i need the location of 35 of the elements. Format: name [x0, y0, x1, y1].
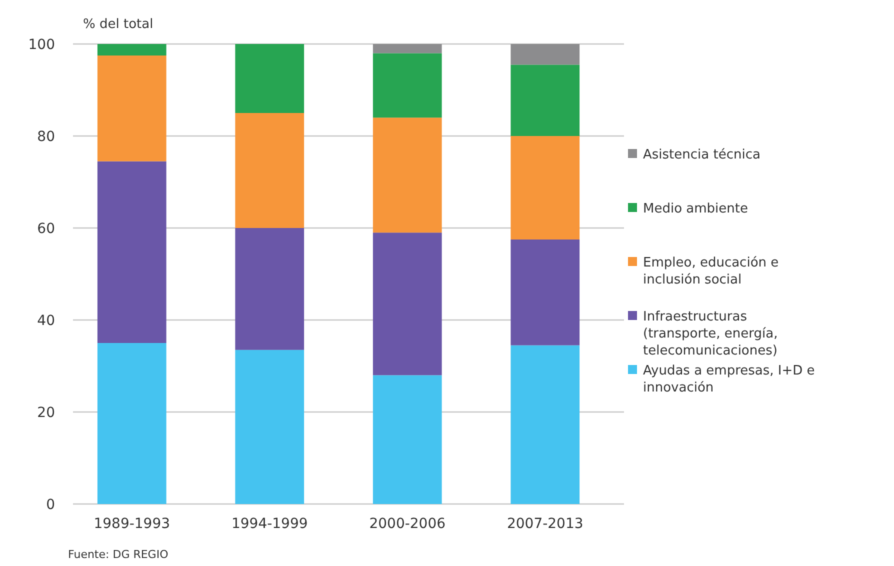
x-tick-label: 1994-1999 [231, 516, 308, 532]
bar [510, 345, 580, 504]
y-axis-title: % del total [83, 17, 154, 32]
bar [97, 44, 166, 56]
bar [510, 240, 580, 346]
bar [97, 56, 166, 162]
legend-label: Infraestructuras (transporte, energía, telecomunicaciones) [643, 310, 778, 358]
y-tick-label: 40 [37, 312, 55, 329]
bar [372, 232, 442, 376]
y-tick-label: 20 [37, 404, 55, 421]
bar [97, 161, 166, 343]
bar [235, 113, 304, 228]
bar [510, 136, 580, 240]
bar [97, 343, 166, 504]
bar [510, 44, 580, 65]
bar [372, 53, 442, 118]
y-tick-label: 60 [37, 220, 55, 237]
source-note: Fuente: DG REGIO [68, 548, 169, 561]
y-tick-label: 80 [37, 128, 55, 145]
legend-label: Medio ambiente [643, 202, 748, 217]
bar [235, 44, 304, 113]
legend-label: Ayudas a empresas, I+D e innovación [643, 364, 815, 396]
y-tick-label: 0 [46, 496, 55, 513]
bar [372, 375, 442, 504]
bar [510, 64, 580, 136]
bar [235, 228, 304, 350]
x-tick-label: 2007-2013 [506, 516, 584, 532]
legend-label: Empleo, educación e inclusión social [643, 256, 779, 288]
bar [235, 350, 304, 504]
legend-label: Asistencia técnica [643, 148, 760, 163]
y-tick-label: 100 [28, 36, 55, 53]
x-tick-label: 1989-1993 [94, 516, 170, 532]
x-tick-label: 2000-2006 [369, 516, 446, 532]
bar [372, 44, 442, 54]
bar [372, 118, 442, 233]
